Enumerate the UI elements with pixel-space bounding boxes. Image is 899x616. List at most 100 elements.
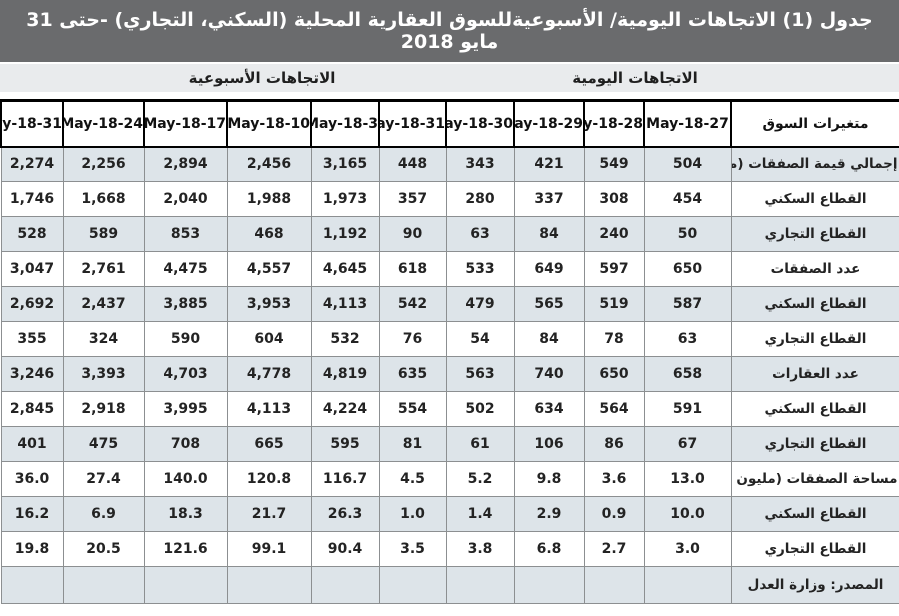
cell: 61 <box>445 426 515 462</box>
cell: 140.0 <box>143 461 228 497</box>
row-label: القطاع التجاري <box>730 531 899 567</box>
cell: 1.4 <box>445 496 515 532</box>
cell: 475 <box>62 426 145 462</box>
row-label: القطاع التجاري <box>730 216 899 252</box>
cell: 6.9 <box>62 496 145 532</box>
cell: 3,047 <box>0 251 64 287</box>
cell: 26.3 <box>310 496 380 532</box>
empty-cell <box>0 566 64 604</box>
cell: 54 <box>445 321 515 357</box>
cell: 106 <box>513 426 585 462</box>
cell: 3,995 <box>143 391 228 427</box>
table-row: القطاع التجاري 50 240 84 63 90 1,192 468 853 58… <box>0 216 899 252</box>
cell: 587 <box>643 286 732 322</box>
cell: 4,645 <box>310 251 380 287</box>
cell: 401 <box>0 426 64 462</box>
cell: 3.6 <box>583 461 645 497</box>
cell: 454 <box>643 181 732 217</box>
weekly-trends-group-label: الاتجاهات الأسبوعية <box>188 69 336 87</box>
empty-cell <box>643 566 732 604</box>
cell: 2,040 <box>143 181 228 217</box>
cell: 4,475 <box>143 251 228 287</box>
cell: 650 <box>583 356 645 392</box>
weekly-date-header: 24-May-18 <box>62 99 145 148</box>
cell: 528 <box>0 216 64 252</box>
cell: 81 <box>378 426 447 462</box>
cell: 78 <box>583 321 645 357</box>
cell: 3,165 <box>310 146 380 182</box>
cell: 595 <box>310 426 380 462</box>
cell: 4,224 <box>310 391 380 427</box>
cell: 564 <box>583 391 645 427</box>
cell: 84 <box>513 321 585 357</box>
cell: 120.8 <box>226 461 312 497</box>
cell: 90.4 <box>310 531 380 567</box>
cell: 9.8 <box>513 461 585 497</box>
cell: 542 <box>378 286 447 322</box>
cell: 90 <box>378 216 447 252</box>
cell: 4,557 <box>226 251 312 287</box>
cell: 468 <box>226 216 312 252</box>
cell: 708 <box>143 426 228 462</box>
table-row: القطاع التجاري 3.0 2.7 6.8 3.8 3.5 90.4 99.1 1… <box>0 531 899 567</box>
cell: 343 <box>445 146 515 182</box>
cell: 4,113 <box>310 286 380 322</box>
cell: 590 <box>143 321 228 357</box>
empty-cell <box>378 566 447 604</box>
cell: 658 <box>643 356 732 392</box>
cell: 6.8 <box>513 531 585 567</box>
empty-cell <box>445 566 515 604</box>
row-label: القطاع السكني <box>730 181 899 217</box>
cell: 21.7 <box>226 496 312 532</box>
cell: 4,703 <box>143 356 228 392</box>
variables-column-header: متغيرات السوق <box>730 99 899 148</box>
cell: 2.9 <box>513 496 585 532</box>
cell: 240 <box>583 216 645 252</box>
cell: 63 <box>445 216 515 252</box>
cell: 355 <box>0 321 64 357</box>
cell: 357 <box>378 181 447 217</box>
table-row: القطاع السكني 591 564 634 502 554 4,224 4,113… <box>0 391 899 427</box>
cell: 2,256 <box>62 146 145 182</box>
cell: 3.8 <box>445 531 515 567</box>
weekly-date-header: 31-May-18 <box>0 99 64 148</box>
row-label: القطاع السكني <box>730 496 899 532</box>
cell: 280 <box>445 181 515 217</box>
cell: 589 <box>62 216 145 252</box>
cell: 1,192 <box>310 216 380 252</box>
cell: 421 <box>513 146 585 182</box>
cell: 665 <box>226 426 312 462</box>
cell: 563 <box>445 356 515 392</box>
table-row: القطاع التجاري 67 86 106 61 81 595 665 708 475 4… <box>0 426 899 462</box>
header-gap <box>0 92 899 99</box>
empty-cell <box>310 566 380 604</box>
cell: 2,274 <box>0 146 64 182</box>
table-row: القطاع السكني 454 308 337 280 357 1,973 1,988… <box>0 181 899 217</box>
cell: 1,746 <box>0 181 64 217</box>
cell: 549 <box>583 146 645 182</box>
cell: 3.5 <box>378 531 447 567</box>
cell: 4.5 <box>378 461 447 497</box>
empty-cell <box>226 566 312 604</box>
cell: 1,668 <box>62 181 145 217</box>
table-row: مساحة الصفقات (مليون متر مربع) 13.03.69.… <box>0 461 899 497</box>
row-label: مساحة الصفقات (مليون متر مربع) <box>730 461 899 497</box>
cell: 649 <box>513 251 585 287</box>
cell: 1.0 <box>378 496 447 532</box>
cell: 3,885 <box>143 286 228 322</box>
cell: 4,819 <box>310 356 380 392</box>
row-label: عدد العقارات <box>730 356 899 392</box>
cell: 448 <box>378 146 447 182</box>
cell: 565 <box>513 286 585 322</box>
cell: 36.0 <box>0 461 64 497</box>
cell: 504 <box>643 146 732 182</box>
cell: 3,953 <box>226 286 312 322</box>
cell: 3,246 <box>0 356 64 392</box>
daily-date-header: 27-May-18 <box>643 99 732 148</box>
cell: 18.3 <box>143 496 228 532</box>
empty-cell <box>583 566 645 604</box>
source-row: المصدر: وزارة العدل <box>0 566 899 604</box>
table-row: عدد الصفقات 650 597 649 533 618 4,645 4,557 4,… <box>0 251 899 287</box>
cell: 650 <box>643 251 732 287</box>
table-row: القطاع السكني 10.0 0.9 2.9 1.4 1.0 26.3 21.7 1… <box>0 496 899 532</box>
